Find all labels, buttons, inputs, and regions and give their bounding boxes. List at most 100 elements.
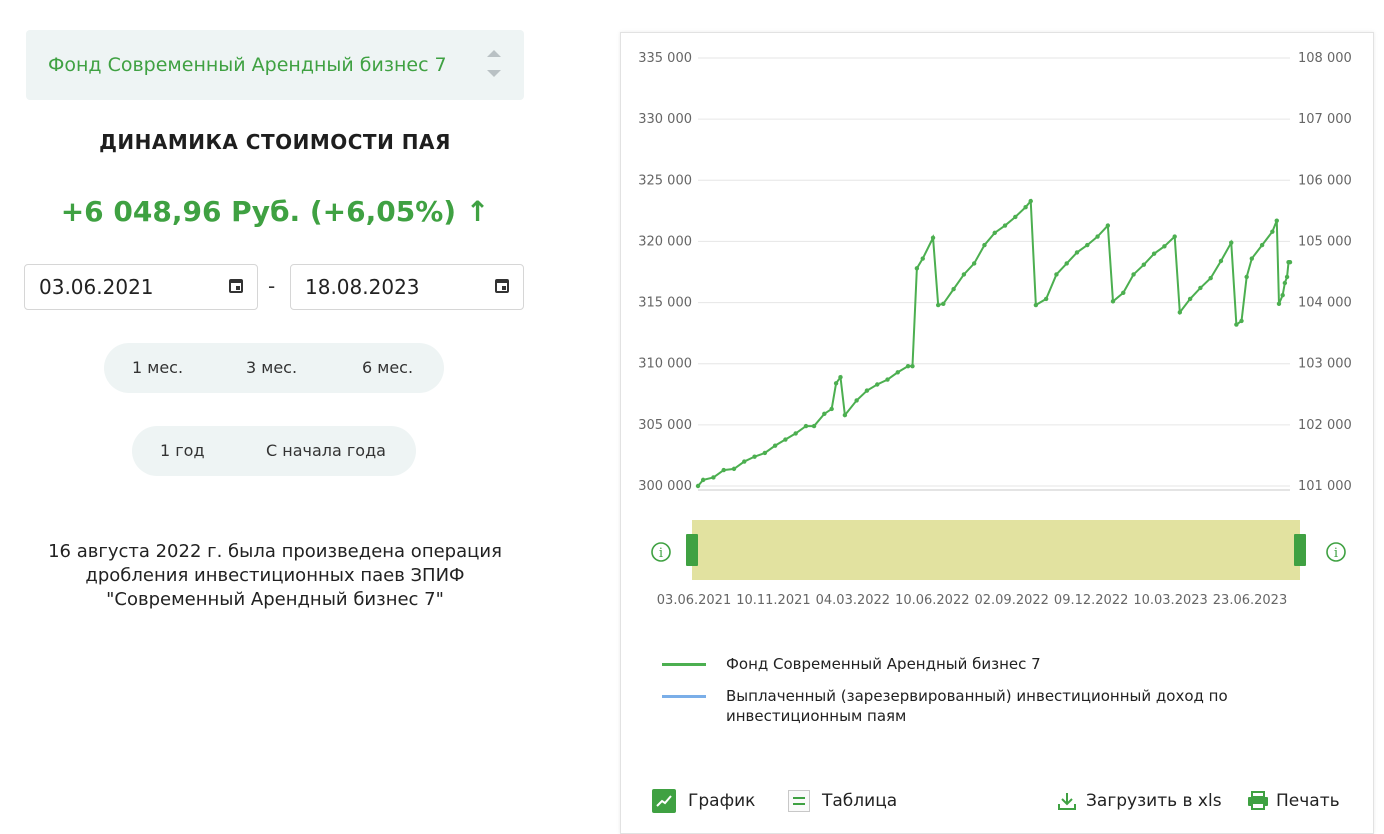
y-right-tick-label: 108 000 xyxy=(1298,51,1352,66)
y-left-tick-label: 310 000 xyxy=(638,357,692,372)
date-to-input[interactable]: 18.08.2023 xyxy=(290,264,524,310)
chart-card xyxy=(620,32,1374,834)
y-left-tick-label: 315 000 xyxy=(638,296,692,311)
y-left-tick-label: 300 000 xyxy=(638,479,692,494)
data-point xyxy=(982,242,987,248)
graph-view-button[interactable]: График xyxy=(652,786,755,816)
data-point xyxy=(935,302,941,308)
data-point xyxy=(1033,302,1039,308)
navigator-handle-right xyxy=(1294,534,1306,566)
y-right-tick-label: 101 000 xyxy=(1298,479,1352,494)
download-xls-label: Загрузить в xls xyxy=(1086,791,1222,811)
y-right-tick-label: 106 000 xyxy=(1298,173,1352,188)
y-left-tick-label: 325 000 xyxy=(638,173,692,188)
data-point xyxy=(731,466,737,472)
data-point xyxy=(1259,242,1265,248)
data-point xyxy=(721,467,726,473)
legend-item-fund[interactable]: Фонд Современный Арендный бизнес 7 xyxy=(662,654,1266,674)
select-arrows-icon xyxy=(486,46,502,84)
data-point xyxy=(1244,274,1249,280)
data-point xyxy=(1095,234,1100,239)
data-point xyxy=(951,286,956,292)
data-point xyxy=(992,230,997,236)
data-point xyxy=(829,406,834,412)
data-point xyxy=(695,483,701,489)
data-point xyxy=(1280,293,1285,298)
period-6-months-button[interactable]: 6 мес. xyxy=(362,358,414,377)
data-point xyxy=(875,382,880,387)
download-xls-button[interactable]: Загрузить в xls xyxy=(1056,786,1222,816)
period-1-year-button[interactable]: 1 год xyxy=(160,441,205,460)
data-point xyxy=(700,477,706,483)
data-point xyxy=(1274,218,1279,223)
period-3-months-button[interactable]: 3 мес. xyxy=(246,358,298,377)
data-point xyxy=(838,374,843,380)
y-left-tick-label: 330 000 xyxy=(638,112,692,127)
data-point xyxy=(811,423,817,429)
data-point xyxy=(914,266,920,271)
data-point xyxy=(1110,299,1116,304)
x-tick-label: 02.09.2022 xyxy=(974,593,1048,608)
table-icon xyxy=(788,790,810,812)
x-tick-label: 23.06.2023 xyxy=(1213,593,1287,608)
data-point xyxy=(910,363,915,369)
data-point xyxy=(752,454,757,459)
data-point xyxy=(1234,322,1239,327)
date-from-input[interactable]: 03.06.2021 xyxy=(24,264,258,310)
download-icon xyxy=(1056,790,1078,812)
data-point xyxy=(842,412,848,418)
data-point xyxy=(1239,318,1244,324)
data-point xyxy=(1218,258,1224,264)
data-point xyxy=(1282,280,1288,286)
dynamics-title: ДИНАМИКА СТОИМОСТИ ПАЯ xyxy=(99,130,451,154)
data-point xyxy=(1141,262,1147,267)
legend-item-income[interactable]: Выплаченный (зарезервированный) инвестиц… xyxy=(662,686,1266,726)
data-point xyxy=(1131,272,1136,277)
table-view-label: Таблица xyxy=(822,791,898,811)
date-to-value: 18.08.2023 xyxy=(305,275,420,299)
data-point xyxy=(1074,250,1080,255)
data-point xyxy=(1249,256,1255,261)
date-from-value: 03.06.2021 xyxy=(39,275,154,299)
calendar-icon[interactable] xyxy=(229,279,243,293)
period-quick-group-1: 1 мес. 3 мес. 6 мес. xyxy=(104,343,444,393)
fund-series-line xyxy=(697,198,1290,487)
data-point xyxy=(1187,296,1193,302)
legend-label-income: Выплаченный (зарезервированный) инвестиц… xyxy=(726,687,1228,725)
print-label: Печать xyxy=(1276,791,1340,811)
graph-view-label: График xyxy=(688,791,756,811)
printer-icon xyxy=(1246,791,1270,811)
data-point xyxy=(941,301,946,306)
data-point xyxy=(961,272,967,277)
date-separator: - xyxy=(268,274,276,298)
calendar-icon[interactable] xyxy=(495,279,509,293)
y-right-tick-label: 107 000 xyxy=(1298,112,1352,127)
x-tick-label: 10.11.2021 xyxy=(736,593,810,608)
data-point xyxy=(1105,223,1111,228)
navigator-handle-left xyxy=(686,534,698,566)
print-button[interactable]: Печать xyxy=(1246,786,1340,816)
data-point xyxy=(1177,310,1183,315)
table-view-button[interactable]: Таблица xyxy=(788,786,897,816)
legend-swatch-fund xyxy=(662,663,706,666)
x-tick-label: 03.06.2021 xyxy=(657,593,731,608)
x-tick-label: 10.06.2022 xyxy=(895,593,969,608)
x-tick-label: 09.12.2022 xyxy=(1054,593,1128,608)
legend-swatch-income xyxy=(662,695,706,698)
period-ytd-button[interactable]: С начала года xyxy=(266,441,386,460)
unit-value-change: +6 048,96 Руб. (+6,05%) ↑ xyxy=(60,195,490,228)
split-note: 16 августа 2022 г. была произведена опер… xyxy=(48,541,502,610)
data-point xyxy=(920,256,925,261)
data-point xyxy=(930,235,936,240)
data-point xyxy=(1002,223,1008,228)
y-right-tick-label: 104 000 xyxy=(1298,296,1352,311)
data-point xyxy=(711,475,716,480)
data-point xyxy=(1121,290,1126,295)
chart-icon xyxy=(652,789,676,813)
data-point xyxy=(1085,242,1090,248)
period-1-month-button[interactable]: 1 мес. xyxy=(132,358,184,377)
data-point xyxy=(971,261,977,266)
fund-select-value: Фонд Современный Арендный бизнес 7 xyxy=(48,54,447,76)
fund-select[interactable]: Фонд Современный Арендный бизнес 7 xyxy=(26,30,524,100)
data-point xyxy=(1229,240,1234,245)
